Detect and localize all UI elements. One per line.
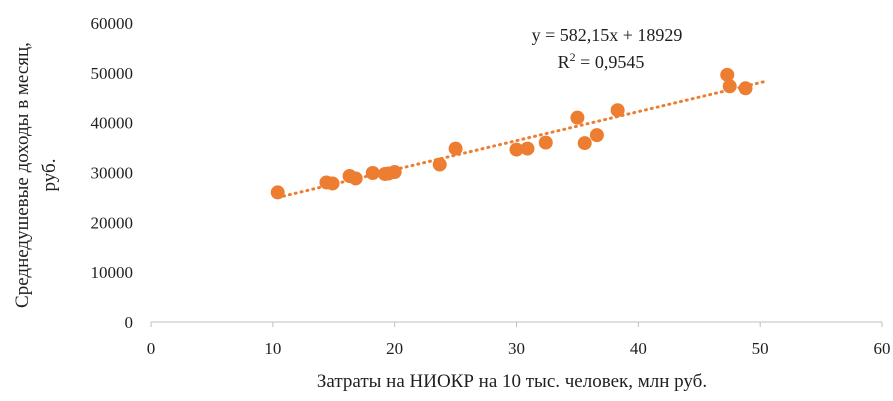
y-axis-title-line-1: Среднедушевые доходы в месяц, (12, 42, 33, 308)
r-squared-value: = 0,9545 (576, 52, 645, 72)
data-point (365, 165, 380, 180)
x-tick-label: 10 (264, 339, 281, 358)
data-point (520, 141, 535, 156)
data-point (720, 67, 735, 82)
x-tick-label: 60 (874, 339, 891, 358)
x-tick-label: 20 (386, 339, 403, 358)
data-point (722, 79, 737, 94)
data-point (570, 110, 585, 125)
data-point (348, 171, 363, 186)
data-point (509, 142, 524, 157)
y-axis-title-line-2: руб. (39, 159, 60, 192)
data-point (738, 81, 753, 96)
trendline-equation: y = 582,15x + 18929 (532, 25, 683, 45)
x-tick-label: 30 (508, 339, 525, 358)
data-point (270, 185, 285, 200)
x-tick-label: 40 (630, 339, 647, 358)
y-tick-label: 40000 (91, 114, 134, 133)
y-axis-title: Среднедушевые доходы в месяц, руб. (12, 42, 60, 308)
y-tick-label: 30000 (91, 164, 134, 183)
data-point (538, 135, 553, 150)
axes-layer: 0 10 20 30 40 50 60 0 10000 20000 30000 40000 50000 6… (91, 14, 891, 358)
r-squared-label: R2 = 0,9545 (558, 50, 645, 72)
points-layer (270, 67, 753, 200)
data-point (432, 157, 447, 172)
y-tick-label: 60000 (91, 14, 134, 33)
y-tick-label: 10000 (91, 263, 134, 282)
r-squared-prefix: R (558, 52, 570, 72)
y-tick-label: 0 (125, 313, 134, 332)
data-point (448, 141, 463, 156)
y-tick-label: 20000 (91, 213, 134, 232)
x-tick-label: 0 (147, 339, 156, 358)
r-squared-superscript: 2 (570, 50, 576, 64)
data-point (610, 103, 625, 118)
data-point (387, 165, 402, 180)
data-point (325, 176, 340, 191)
x-tick-label: 50 (752, 339, 769, 358)
y-tick-label: 50000 (91, 64, 134, 83)
x-axis-title: Затраты на НИОКР на 10 тыс. человек, млн… (317, 371, 707, 392)
data-point (577, 136, 592, 151)
data-point (589, 128, 604, 143)
